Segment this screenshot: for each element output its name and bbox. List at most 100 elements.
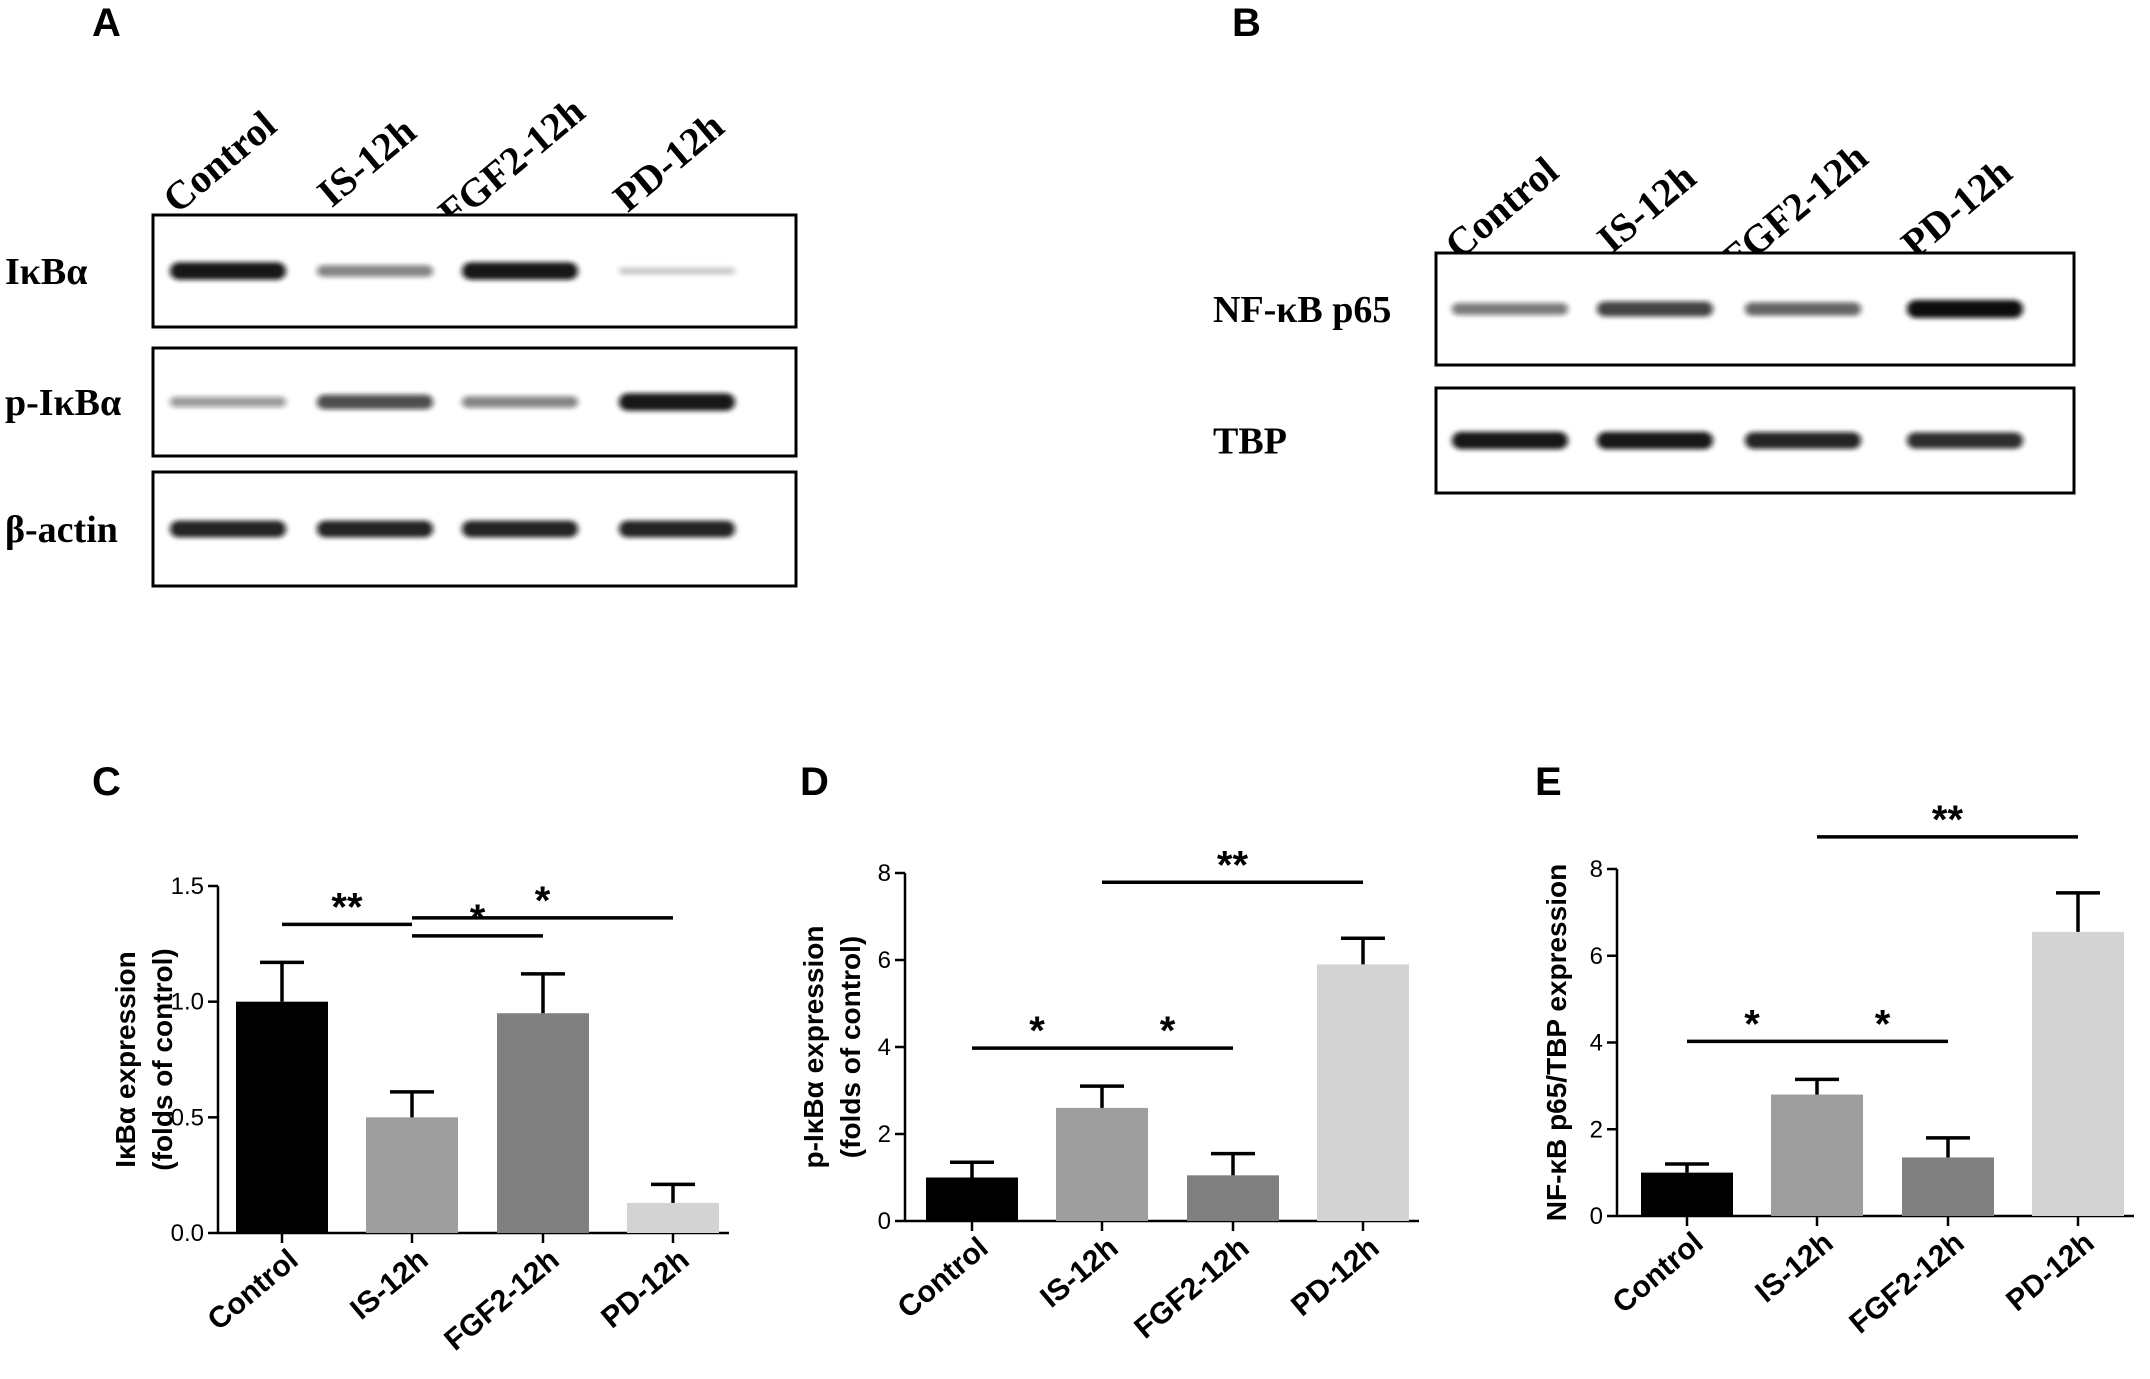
- x-tick-label-is-12h: IS-12h: [1034, 1231, 1124, 1314]
- bar-chart-e: E 0 2 4 6 8 NF-κB p65/TBP expression Control IS-…: [1535, 760, 2134, 1340]
- y-tick-label: 0.0: [171, 1220, 204, 1247]
- significance-label: *: [535, 879, 551, 923]
- blot-a-band: [462, 396, 578, 408]
- y-axis-title: IκBα expression: [110, 951, 141, 1167]
- y-tick-label: 2: [878, 1121, 891, 1148]
- blot-b-band: [1907, 432, 2023, 449]
- blot-a-lane-label-pd-12h: PD-12h: [604, 103, 732, 220]
- panel-letter-d: D: [800, 760, 829, 804]
- y-tick-label: 0: [1590, 1203, 1603, 1230]
- y-axis-title: p-IκBα expression: [798, 926, 829, 1169]
- bar-fgf2-12h: [497, 1013, 589, 1233]
- blot-b-row-tbp: TBP: [1213, 386, 2076, 495]
- blot-a-band: [170, 262, 286, 280]
- x-tick-label-control: Control: [1607, 1226, 1710, 1320]
- y-tick-label: 1.0: [171, 989, 204, 1016]
- blot-a-row-label: p-IκBα: [5, 382, 121, 424]
- significance-label: *: [1029, 1009, 1045, 1053]
- blot-a-rows: IκBα p-IκBα β-actin: [5, 213, 798, 588]
- blot-b-lane-label-pd-12h: PD-12h: [1892, 149, 2020, 266]
- y-axis-title: (folds of control): [835, 936, 866, 1158]
- x-tick-label-fgf2-12h: FGF2-12h: [1128, 1231, 1255, 1345]
- x-tick-label-fgf2-12h: FGF2-12h: [1843, 1226, 1970, 1340]
- y-tick-label: 1.5: [171, 873, 204, 900]
- blot-a-row-p-i-b: p-IκBα: [5, 346, 798, 458]
- blot-a-band: [317, 265, 433, 277]
- blot-a-band: [170, 520, 286, 538]
- blot-b-band: [1597, 431, 1713, 450]
- bar-pd-12h: [2032, 931, 2124, 1216]
- blot-b-band: [1745, 302, 1861, 316]
- y-tick-label: 2: [1590, 1116, 1603, 1143]
- bar-fgf2-12h: [1187, 1175, 1279, 1221]
- blot-a-band: [170, 396, 286, 408]
- panel-letter-c: C: [92, 760, 121, 804]
- blot-b-band: [1745, 432, 1861, 449]
- panel-letter-e: E: [1535, 760, 1562, 804]
- y-tick-label: 4: [1590, 1030, 1603, 1057]
- bar-control: [1641, 1172, 1733, 1216]
- blot-b-band: [1597, 301, 1713, 317]
- blot-a-lane-labels: Control IS-12h FGF2-12h PD-12h: [154, 88, 732, 235]
- y-tick-label: 0.5: [171, 1104, 204, 1131]
- blot-a-band: [619, 267, 735, 275]
- bar-chart-c: C 0.0 0.5 1.0 1.5 IκBα expression (folds of co…: [92, 760, 729, 1357]
- bar-fgf2-12h: [1902, 1157, 1994, 1216]
- bar-control: [236, 1001, 328, 1233]
- x-tick-label-pd-12h: PD-12h: [2000, 1226, 2100, 1318]
- bar-is-12h: [1056, 1107, 1148, 1221]
- x-tick-label-pd-12h: PD-12h: [1285, 1231, 1385, 1323]
- blot-b-lane-label-control: Control: [1436, 148, 1567, 268]
- bar-pd-12h: [627, 1202, 719, 1233]
- y-tick-label: 6: [1590, 943, 1603, 970]
- blot-a-row-actin: β-actin: [5, 470, 798, 588]
- x-tick-label-control: Control: [202, 1243, 305, 1337]
- bar-pd-12h: [1317, 964, 1409, 1221]
- blot-b-band: [1452, 303, 1568, 315]
- blot-a-row-label: β-actin: [5, 509, 118, 551]
- blot-a-band: [462, 262, 578, 280]
- x-tick-label-pd-12h: PD-12h: [595, 1243, 695, 1335]
- panel-letter-a: A: [92, 1, 121, 45]
- blot-a-band: [317, 394, 433, 410]
- significance-label: **: [1217, 843, 1249, 887]
- blot-a-lane-label-control: Control: [154, 102, 285, 222]
- blot-b-lane-label-is-12h: IS-12h: [1588, 154, 1704, 261]
- significance-label: **: [1932, 798, 1964, 842]
- blot-b-band: [1907, 300, 2023, 318]
- blot-panel-b: B Control IS-12h FGF2-12h PD-12h NF-κB p65T…: [1213, 1, 2076, 495]
- x-tick-label-control: Control: [892, 1231, 995, 1325]
- y-tick-label: 0: [878, 1208, 891, 1235]
- x-tick-label-is-12h: IS-12h: [1749, 1226, 1839, 1309]
- blot-a-row-i-b: IκBα: [5, 213, 798, 329]
- y-tick-label: 6: [878, 947, 891, 974]
- y-axis-title: NF-κB p65/TBP expression: [1541, 864, 1572, 1221]
- panel-letter-b: B: [1232, 1, 1261, 45]
- blot-a-band: [619, 520, 735, 538]
- blot-b-row-label: TBP: [1213, 421, 1287, 463]
- blot-b-row-nf-b-p65: NF-κB p65: [1213, 251, 2076, 367]
- y-tick-label: 4: [878, 1034, 891, 1061]
- y-axis-title: (folds of control): [147, 948, 178, 1170]
- blot-a-lane-label-fgf2-12h: FGF2-12h: [430, 88, 593, 235]
- significance-label: *: [1744, 1002, 1760, 1046]
- y-tick-label: 8: [1590, 856, 1603, 883]
- blot-b-band: [1452, 431, 1568, 450]
- blot-a-band: [619, 393, 735, 411]
- bar-chart-d: D 0 2 4 6 8 p-IκBα expression (folds of control…: [798, 760, 1419, 1345]
- bar-is-12h: [1771, 1094, 1863, 1216]
- blot-a-row-label: IκBα: [5, 251, 87, 293]
- blot-b-row-label: NF-κB p65: [1213, 289, 1391, 331]
- x-tick-label-fgf2-12h: FGF2-12h: [438, 1243, 565, 1357]
- bar-control: [926, 1177, 1018, 1221]
- significance-label: *: [1160, 1009, 1176, 1053]
- x-tick-label-is-12h: IS-12h: [344, 1243, 434, 1326]
- blot-b-rows: NF-κB p65 TBP: [1213, 251, 2076, 495]
- blot-a-band: [462, 520, 578, 538]
- y-tick-label: 8: [878, 860, 891, 887]
- blot-a-lane-label-is-12h: IS-12h: [308, 108, 424, 215]
- significance-label: *: [1875, 1002, 1891, 1046]
- blot-a-band: [317, 520, 433, 538]
- bar-is-12h: [366, 1117, 458, 1233]
- significance-label: **: [331, 885, 363, 929]
